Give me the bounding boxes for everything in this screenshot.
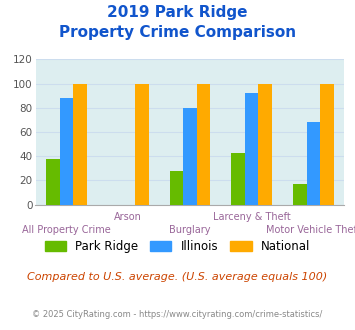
- Bar: [197, 83, 210, 205]
- Bar: [320, 83, 334, 205]
- Text: Property Crime Comparison: Property Crime Comparison: [59, 25, 296, 40]
- Bar: [183, 108, 197, 205]
- Bar: [231, 152, 245, 205]
- Text: 2019 Park Ridge: 2019 Park Ridge: [107, 5, 248, 20]
- Legend: Park Ridge, Illinois, National: Park Ridge, Illinois, National: [40, 235, 315, 258]
- Bar: [307, 122, 320, 205]
- Bar: [293, 184, 307, 205]
- Bar: [73, 83, 87, 205]
- Bar: [46, 159, 60, 205]
- Text: Burglary: Burglary: [169, 225, 211, 235]
- Text: Motor Vehicle Theft: Motor Vehicle Theft: [266, 225, 355, 235]
- Text: © 2025 CityRating.com - https://www.cityrating.com/crime-statistics/: © 2025 CityRating.com - https://www.city…: [32, 310, 323, 319]
- Text: Arson: Arson: [114, 212, 142, 222]
- Text: Larceny & Theft: Larceny & Theft: [213, 212, 291, 222]
- Bar: [135, 83, 148, 205]
- Bar: [245, 93, 258, 205]
- Text: All Property Crime: All Property Crime: [22, 225, 111, 235]
- Bar: [258, 83, 272, 205]
- Bar: [170, 171, 183, 205]
- Bar: [60, 98, 73, 205]
- Text: Compared to U.S. average. (U.S. average equals 100): Compared to U.S. average. (U.S. average …: [27, 272, 328, 282]
